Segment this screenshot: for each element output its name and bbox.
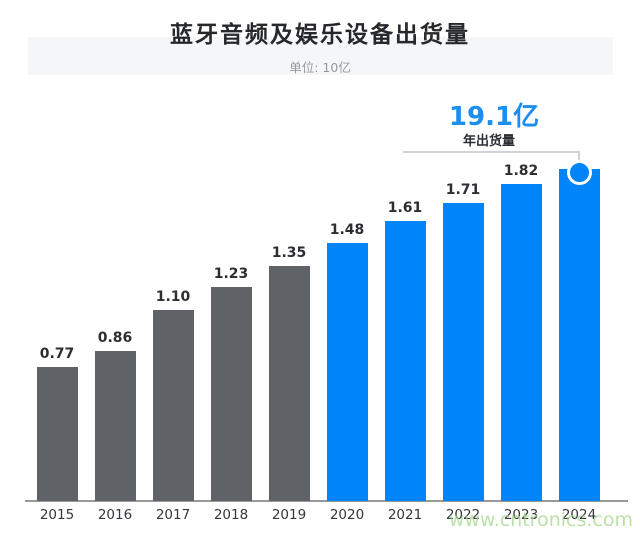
x-axis-line [25,500,628,502]
bar-value-label-2018: 1.23 [213,266,249,282]
bar-value-label-2017: 1.10 [155,289,191,305]
bar-2017 [152,310,194,501]
bar-2023 [500,184,542,501]
x-tick-2020: 2020 [329,507,365,523]
bar-2018 [210,287,252,501]
x-tick-2018: 2018 [213,507,249,523]
bar-2024 [558,169,600,501]
bar-value-label-2021: 1.61 [387,200,423,216]
x-tick-2019: 2019 [271,507,307,523]
header-band [28,37,613,75]
annotation-sublabel: 年出货量 [462,134,515,149]
bar-value-label-2015: 0.77 [39,346,75,362]
x-tick-2015: 2015 [39,507,75,523]
highlight-marker-2024 [566,160,592,185]
x-tick-2017: 2017 [155,507,191,523]
bar-2021 [384,221,426,501]
annotation-headline: 19.1亿 [448,102,540,132]
bar-2022 [442,203,484,501]
bar-value-label-2020: 1.48 [329,222,365,238]
bar-value-label-2022: 1.71 [445,182,481,198]
chart-unit-subtitle: 单位: 10亿 [289,60,351,75]
bar-value-label-2023: 1.82 [503,163,539,179]
x-tick-2022: 2022 [445,507,481,523]
x-tick-2023: 2023 [503,507,539,523]
chart-title: 蓝牙音频及娱乐设备出货量 [170,22,470,48]
x-tick-2016: 2016 [97,507,133,523]
bar-2019 [268,266,310,501]
bar-value-label-2016: 0.86 [97,330,133,346]
x-tick-2021: 2021 [387,507,423,523]
bar-2016 [94,351,136,501]
bar-2020 [326,243,368,501]
annotation-connector-line [403,151,580,164]
watermark-text: www.cntronics.com [448,509,633,531]
x-tick-2024: 2024 [561,507,597,523]
bar-value-label-2019: 1.35 [271,245,307,261]
bar-2015 [36,367,78,501]
